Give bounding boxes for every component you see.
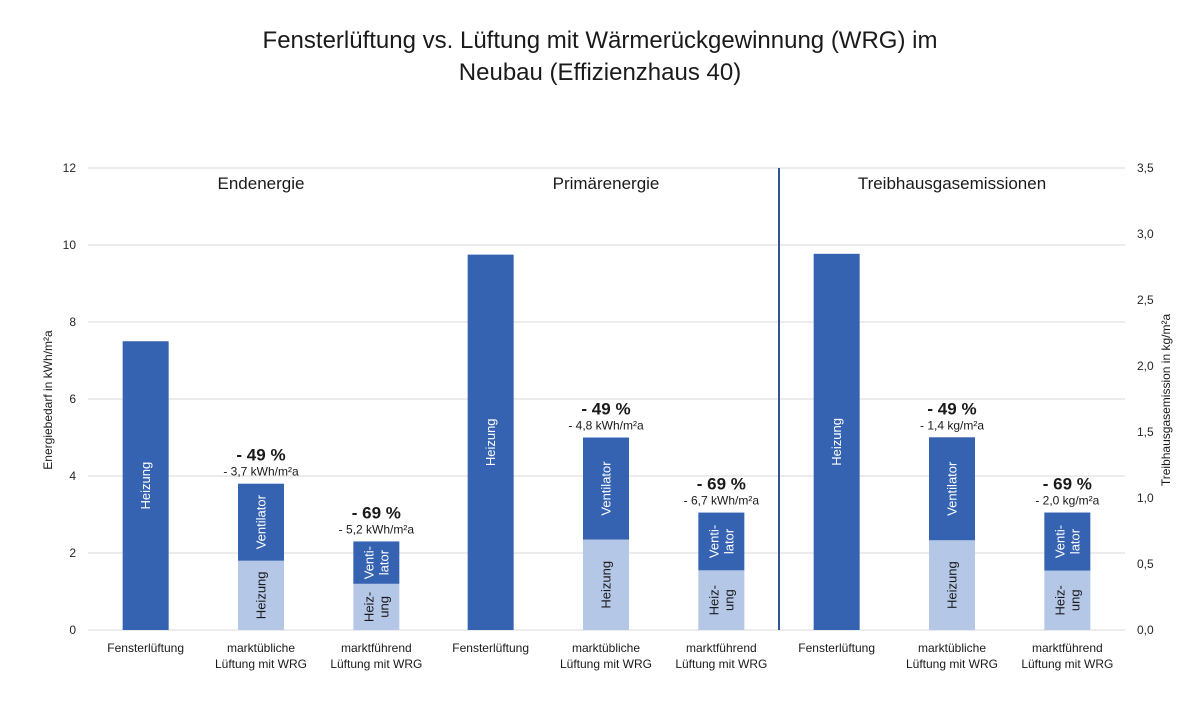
bar-heizung-label: Heizung [254, 571, 269, 619]
bar-ventilator [583, 437, 629, 540]
bar-ventilator [1044, 512, 1091, 571]
x-tick-label: Lüftung mit WRG [330, 657, 422, 671]
bar-ventilator [929, 437, 975, 541]
axes: 0 2 4 6 8 10 12 0,0 0,5 1,0 1,5 2,0 2,5 3,0 3,5 [63, 161, 1154, 637]
bar-ventilator-label: Venti-lator [361, 546, 391, 579]
labels: Endenergie Heizung Fensterlüftung Heizung Ve… [107, 174, 1113, 671]
y-tick-right: 1,0 [1137, 491, 1154, 505]
reduction-absolute: - 2,0 kg/m²a [1035, 494, 1099, 508]
reduction-absolute: - 4,8 kWh/m²a [568, 419, 644, 433]
bar-heizung [929, 540, 975, 630]
reduction-absolute: - 3,7 kWh/m²a [223, 465, 299, 479]
y-axis-left-label: Energiebedarf in kWh/m²a [41, 330, 55, 470]
x-tick-label: Lüftung mit WRG [1021, 657, 1113, 671]
bar-heizung [122, 341, 169, 630]
x-tick-label: Fensterlüftung [798, 641, 875, 655]
reduction-percent: - 49 % [581, 400, 630, 419]
bar-heizung [813, 253, 860, 631]
x-tick-label: marktübliche [227, 641, 295, 655]
y-tick-left: 4 [69, 469, 76, 483]
chart-title-line-2: Neubau (Effizienzhaus 40) [459, 59, 741, 86]
bar-heizung-label: Heiz-ung [706, 585, 736, 615]
x-tick-label: Lüftung mit WRG [215, 657, 307, 671]
y-tick-right: 3,0 [1137, 227, 1154, 241]
bar-heizung-label: Heizung [483, 418, 498, 466]
y-axis-right-label: Treibhausgasemission in kg/m²a [1159, 314, 1173, 487]
y-tick-right: 2,5 [1137, 293, 1154, 307]
x-tick-label: Lüftung mit WRG [906, 657, 998, 671]
bar-ventilator-label: Ventilator [254, 494, 269, 549]
bar-ventilator [698, 512, 745, 571]
bar-heizung-label: Heizung [945, 561, 960, 609]
bar-heizung-label: Heizung [599, 561, 614, 609]
reduction-absolute: - 1,4 kg/m²a [920, 418, 984, 432]
x-tick-label: Fensterlüftung [107, 641, 184, 655]
y-tick-left: 10 [63, 238, 77, 252]
group-label: Treibhausgasemissionen [858, 174, 1046, 193]
bar-ventilator [353, 541, 400, 584]
y-tick-left: 8 [69, 315, 76, 329]
x-tick-label: marktführend [686, 641, 757, 655]
y-tick-left: 0 [69, 623, 76, 637]
bar-heizung-label: Heiz-ung [361, 592, 391, 622]
bar-heizung-label: Heizung [138, 462, 153, 510]
bar-ventilator-label: Ventilator [599, 461, 614, 516]
y-tick-left: 12 [63, 161, 77, 175]
chart-title-line-1: Fensterlüftung vs. Lüftung mit Wärmerück… [263, 27, 938, 54]
x-tick-label: marktführend [341, 641, 412, 655]
x-tick-label: Lüftung mit WRG [560, 657, 652, 671]
bar-heizung [1044, 570, 1091, 630]
y-tick-right: 3,5 [1137, 161, 1154, 175]
reduction-percent: - 69 % [697, 475, 746, 494]
bar-ventilator-label: Venti-lator [706, 525, 736, 558]
reduction-absolute: - 5,2 kWh/m²a [339, 522, 415, 536]
bar-heizung [353, 583, 400, 630]
x-tick-label: marktführend [1032, 641, 1103, 655]
bar-ventilator [238, 483, 284, 561]
y-tick-right: 1,5 [1137, 425, 1154, 439]
reduction-percent: - 49 % [927, 399, 976, 418]
bar-heizung [238, 560, 284, 630]
x-tick-label: marktübliche [918, 641, 986, 655]
y-tick-right: 2,0 [1137, 359, 1154, 373]
bars [122, 253, 1091, 631]
reduction-percent: - 49 % [236, 446, 285, 465]
y-tick-right: 0,0 [1137, 623, 1154, 637]
x-tick-label: marktübliche [572, 641, 640, 655]
bar-ventilator-label: Venti-lator [1052, 525, 1082, 558]
x-tick-label: Fensterlüftung [452, 641, 529, 655]
y-tick-right: 0,5 [1137, 557, 1154, 571]
group-label: Primärenergie [553, 174, 660, 193]
reduction-percent: - 69 % [1043, 475, 1092, 494]
group-label: Endenergie [218, 174, 305, 193]
bar-ventilator-label: Ventilator [945, 461, 960, 516]
reduction-percent: - 69 % [352, 503, 401, 522]
y-tick-left: 2 [69, 546, 76, 560]
bar-heizung-label: Heiz-ung [1052, 585, 1082, 615]
bar-heizung [583, 539, 629, 630]
bar-heizung [467, 254, 514, 630]
x-tick-label: Lüftung mit WRG [675, 657, 767, 671]
y-tick-left: 6 [69, 392, 76, 406]
reduction-absolute: - 6,7 kWh/m²a [684, 494, 760, 508]
bar-heizung [698, 570, 745, 630]
bar-heizung-label: Heizung [829, 418, 844, 466]
